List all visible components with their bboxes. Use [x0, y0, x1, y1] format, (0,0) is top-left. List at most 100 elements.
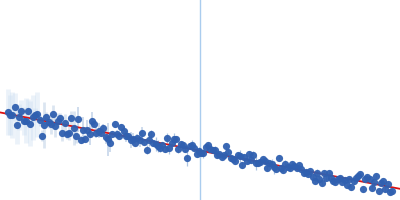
Point: [7, 113, 13, 117]
Point: [80, 129, 86, 132]
Point: [75, 118, 82, 121]
Point: [312, 179, 318, 182]
Point: [275, 156, 282, 159]
Point: [246, 152, 252, 156]
Point: [18, 109, 24, 112]
Point: [36, 119, 43, 122]
Point: [146, 138, 152, 141]
Point: [46, 120, 52, 123]
Point: [134, 136, 141, 139]
Point: [184, 156, 191, 159]
Point: [366, 177, 373, 180]
Point: [239, 164, 245, 167]
Point: [152, 143, 159, 146]
Point: [237, 155, 243, 158]
Point: [357, 172, 364, 175]
Point: [61, 122, 68, 125]
Point: [68, 116, 75, 120]
Point: [241, 155, 248, 158]
Point: [39, 134, 45, 137]
Point: [162, 147, 168, 150]
Point: [182, 147, 188, 150]
Point: [300, 171, 307, 175]
Point: [82, 137, 88, 140]
Point: [130, 138, 136, 141]
Point: [186, 144, 193, 148]
Point: [54, 119, 61, 122]
Point: [369, 186, 375, 189]
Point: [178, 142, 184, 146]
Point: [273, 167, 280, 170]
Point: [168, 141, 175, 145]
Point: [107, 141, 113, 144]
Point: [16, 115, 22, 118]
Point: [378, 181, 384, 185]
Point: [32, 114, 38, 117]
Point: [382, 187, 389, 191]
Point: [323, 176, 330, 180]
Point: [307, 169, 314, 172]
Point: [334, 178, 341, 181]
Point: [148, 132, 154, 135]
Point: [66, 132, 72, 135]
Point: [84, 128, 90, 131]
Point: [344, 184, 350, 187]
Point: [89, 120, 95, 123]
Point: [43, 116, 50, 119]
Point: [305, 172, 311, 176]
Point: [266, 162, 273, 165]
Point: [250, 153, 257, 156]
Point: [216, 153, 222, 156]
Point: [25, 110, 31, 113]
Point: [205, 144, 211, 147]
Point: [360, 187, 366, 190]
Point: [109, 132, 116, 135]
Point: [209, 148, 216, 151]
Point: [127, 138, 134, 142]
Point: [114, 132, 120, 136]
Point: [27, 122, 34, 125]
Point: [232, 160, 238, 163]
Point: [328, 176, 334, 179]
Point: [23, 119, 29, 122]
Point: [150, 141, 156, 144]
Point: [175, 147, 182, 150]
Point: [207, 148, 214, 151]
Point: [298, 167, 304, 171]
Point: [141, 140, 148, 143]
Point: [118, 125, 125, 128]
Point: [14, 123, 20, 127]
Point: [157, 146, 163, 150]
Point: [332, 181, 339, 184]
Point: [212, 148, 218, 151]
Point: [30, 116, 36, 119]
Point: [214, 154, 220, 157]
Point: [102, 135, 109, 138]
Point: [318, 181, 325, 184]
Point: [234, 154, 241, 157]
Point: [98, 132, 104, 135]
Point: [259, 157, 266, 160]
Point: [64, 133, 70, 136]
Point: [11, 106, 18, 109]
Point: [202, 145, 209, 149]
Point: [77, 138, 84, 141]
Point: [271, 166, 277, 169]
Point: [387, 190, 393, 193]
Point: [198, 151, 204, 154]
Point: [316, 177, 323, 180]
Point: [268, 162, 275, 166]
Point: [325, 172, 332, 175]
Point: [86, 132, 93, 136]
Point: [171, 138, 177, 141]
Point: [310, 175, 316, 178]
Point: [321, 171, 327, 175]
Point: [376, 190, 382, 193]
Point: [116, 135, 122, 138]
Point: [191, 146, 198, 149]
Point: [125, 135, 132, 138]
Point: [139, 131, 145, 135]
Point: [339, 180, 346, 183]
Point: [193, 152, 200, 155]
Point: [291, 164, 298, 167]
